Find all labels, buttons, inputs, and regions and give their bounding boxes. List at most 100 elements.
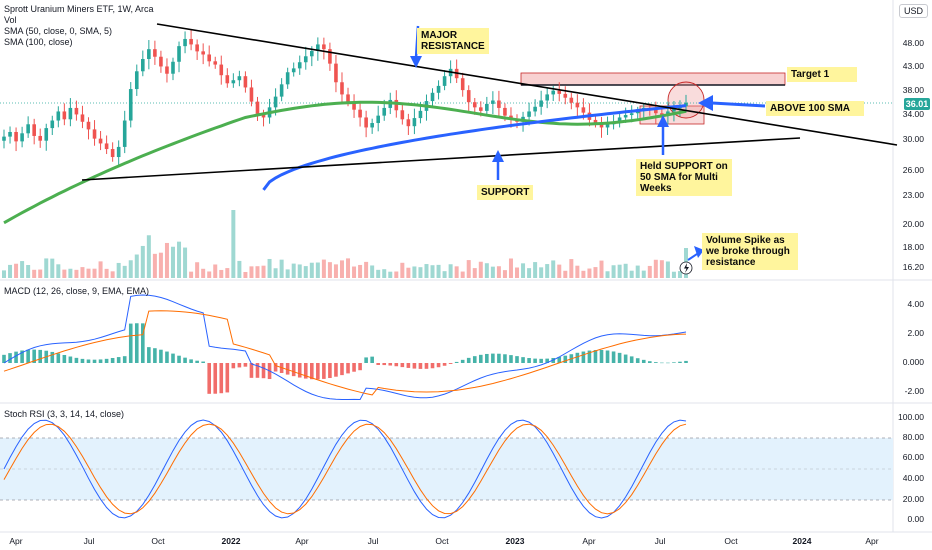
candle-body xyxy=(684,102,688,107)
volume-bar xyxy=(382,269,387,278)
candle-body xyxy=(207,54,212,62)
candle-body xyxy=(503,107,507,116)
price-tick: 23.00 xyxy=(902,190,924,200)
time-tick: Oct xyxy=(724,536,738,546)
currency-button[interactable]: USD xyxy=(898,4,928,18)
volume-bar xyxy=(442,271,447,278)
price-tick: 16.20 xyxy=(902,262,924,272)
candle-body xyxy=(74,107,79,115)
macd-hist-bar xyxy=(430,363,435,369)
volume-bar xyxy=(74,269,79,278)
macd-hist-bar xyxy=(654,362,658,363)
stoch-tick: 20.00 xyxy=(902,494,924,504)
macd-hist-bar xyxy=(376,363,380,365)
volume-bar xyxy=(370,265,375,278)
macd-hist-bar xyxy=(448,363,453,364)
macd-hist-bar xyxy=(587,350,592,363)
macd-hist-bar xyxy=(629,356,634,363)
volume-bar xyxy=(551,260,556,278)
candle-body xyxy=(86,121,91,130)
macd-hist-bar xyxy=(334,363,338,377)
macd-hist-bar xyxy=(147,347,151,363)
candle-body xyxy=(328,49,332,64)
candle-body xyxy=(243,76,248,88)
volume-bar xyxy=(146,235,151,278)
macd-hist-bar xyxy=(684,360,688,363)
volume-spike-note: Volume Spike as we broke through resista… xyxy=(702,233,798,270)
volume-bar xyxy=(68,268,73,278)
macd-legend[interactable]: MACD (12, 26, close, 9, EMA, EMA) xyxy=(4,286,150,296)
candle-body xyxy=(225,75,230,84)
candle-body xyxy=(460,78,465,91)
volume-bar xyxy=(496,266,501,278)
support-arrow-head xyxy=(492,150,504,162)
candle-body xyxy=(231,80,236,84)
candle-body xyxy=(14,131,18,142)
macd-hist-bar xyxy=(418,363,423,369)
target-zone xyxy=(520,72,786,86)
candle-body xyxy=(80,114,85,122)
candle-body xyxy=(672,108,676,112)
macd-hist-bar xyxy=(177,355,181,363)
volume-bar xyxy=(563,270,568,278)
macd-hist-bar xyxy=(491,353,495,363)
time-tick: Oct xyxy=(435,536,449,546)
macd-hist-bar xyxy=(660,362,664,364)
volume-bar xyxy=(333,264,338,278)
volume-bar xyxy=(128,260,133,278)
candle-body xyxy=(56,111,61,121)
volume-bar xyxy=(527,268,532,278)
candle-body xyxy=(213,61,218,65)
macd-hist-bar xyxy=(406,363,411,368)
volume-bar xyxy=(255,266,260,278)
macd-hist-bar xyxy=(92,359,97,363)
macd-hist-bar xyxy=(285,363,290,375)
volume-bar xyxy=(86,268,91,278)
macd-hist-bar xyxy=(647,361,652,363)
volume-arrow-head xyxy=(694,246,704,258)
macd-hist-bar xyxy=(249,363,254,378)
time-tick: Apr xyxy=(865,536,879,546)
macd-hist-bar xyxy=(611,351,616,363)
volume-bar xyxy=(593,267,598,278)
volume-bar xyxy=(424,264,429,278)
candle-body xyxy=(8,131,12,137)
macd-hist-bar xyxy=(678,361,682,363)
macd-hist-bar xyxy=(352,363,356,372)
volume-bar xyxy=(653,259,658,278)
macd-hist-bar xyxy=(32,349,36,363)
volume-bar xyxy=(267,258,272,278)
macd-hist-bar xyxy=(171,353,175,363)
candle-body xyxy=(418,110,423,119)
last-price-tag: 36.01 xyxy=(904,98,930,110)
stoch-tick: 80.00 xyxy=(902,432,924,442)
volume-bar xyxy=(460,271,465,278)
resistance-trendline xyxy=(156,23,898,146)
macd-hist-bar xyxy=(593,350,598,363)
macd-hist-bar xyxy=(261,363,266,379)
candle-body xyxy=(436,85,441,93)
candle-body xyxy=(412,118,417,127)
volume-bar xyxy=(466,260,471,278)
macd-hist-bar xyxy=(617,352,622,363)
symbol-title[interactable]: Sprott Uranium Miners ETF, 1W, Arca xyxy=(4,4,154,14)
macd-hist-bar xyxy=(666,362,670,364)
volume-legend[interactable]: Vol xyxy=(4,15,17,25)
macd-hist-bar xyxy=(38,349,43,363)
held-support-arrow-head xyxy=(657,115,669,127)
stoch-k-line xyxy=(3,419,687,519)
volume-bar xyxy=(635,265,640,278)
volume-bar xyxy=(140,245,145,278)
candle-body xyxy=(605,124,610,128)
macd-hist-bar xyxy=(273,363,278,372)
sma100-legend[interactable]: SMA (100, close) xyxy=(4,37,73,47)
volume-bar xyxy=(2,270,6,278)
macd-hist-bar xyxy=(635,358,640,363)
stoch-legend[interactable]: Stoch RSI (3, 3, 14, 14, close) xyxy=(4,409,125,419)
sma50-legend[interactable]: SMA (50, close, 0, SMA, 5) xyxy=(4,26,113,36)
candle-body xyxy=(660,113,664,116)
flash-icon-glyph xyxy=(684,263,689,273)
volume-bar xyxy=(177,241,182,278)
macd-hist-bar xyxy=(159,349,163,363)
